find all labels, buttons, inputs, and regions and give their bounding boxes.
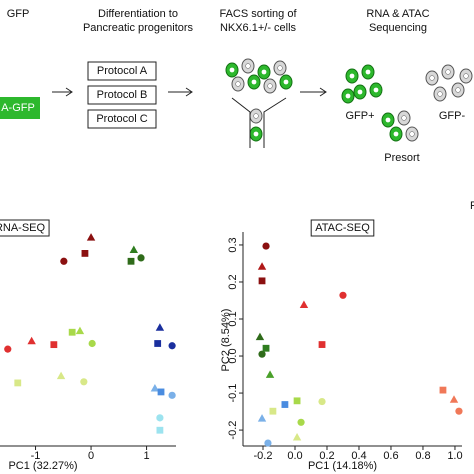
arrow xyxy=(168,87,193,97)
point xyxy=(156,414,164,422)
x-tick-label: 0.8 xyxy=(415,450,430,462)
x-tick-label: 0.4 xyxy=(351,450,366,462)
point xyxy=(81,250,89,257)
label: FACS sorting of xyxy=(219,8,297,20)
x-tick-label: -0.2 xyxy=(254,450,273,462)
point xyxy=(129,245,139,254)
funnel xyxy=(231,97,287,148)
point xyxy=(449,395,459,403)
point xyxy=(339,291,347,299)
label: Protocol B xyxy=(97,89,148,101)
point xyxy=(281,401,289,408)
point xyxy=(27,336,36,345)
y-tick-label: 0.3 xyxy=(227,237,239,252)
protocol-box xyxy=(87,85,157,105)
label: Protocol A xyxy=(97,65,148,77)
y-tick-label: 0.1 xyxy=(227,311,239,326)
y-tick-label: 0.2 xyxy=(227,274,239,289)
plot-title: ATAC-SEQ xyxy=(315,222,370,234)
point xyxy=(257,262,267,270)
protocol-box xyxy=(87,61,157,81)
label: Differentiation to xyxy=(98,8,178,20)
point xyxy=(292,432,302,441)
point xyxy=(297,418,305,426)
label: GFP+ xyxy=(345,110,374,122)
x-axis-label: PC1 (32.27%) xyxy=(8,460,77,472)
point xyxy=(157,388,165,396)
x-tick-label: 0.0 xyxy=(287,450,302,462)
point xyxy=(258,350,266,358)
point xyxy=(127,257,135,265)
protocol-box xyxy=(87,109,157,129)
point xyxy=(80,378,88,386)
y-tick-label: 0.0 xyxy=(227,348,239,363)
point xyxy=(154,340,162,347)
point xyxy=(60,257,68,265)
point xyxy=(257,414,267,422)
point xyxy=(156,426,164,434)
label: Presort xyxy=(384,152,419,164)
point xyxy=(150,384,160,392)
point xyxy=(168,342,176,350)
point xyxy=(4,345,12,353)
point xyxy=(262,344,270,352)
cells xyxy=(341,64,473,142)
point xyxy=(68,328,76,336)
x-tick-label: -1 xyxy=(31,450,41,462)
x-tick-label: 0.2 xyxy=(319,450,334,462)
point xyxy=(262,242,270,250)
label: NKX6.1+/- cells xyxy=(220,22,297,34)
point xyxy=(137,254,145,262)
label: Sequencing xyxy=(369,22,427,34)
legend-title: P xyxy=(470,200,474,212)
label: GFP- xyxy=(439,110,466,122)
point xyxy=(455,407,463,415)
y-axis-label: PC2 (8.54%) xyxy=(220,309,232,372)
label: RNA & ATAC xyxy=(366,8,429,20)
point xyxy=(75,326,85,335)
point xyxy=(14,379,22,387)
point xyxy=(258,277,266,285)
gfp-box xyxy=(0,97,40,119)
point xyxy=(439,386,447,394)
label: GFP xyxy=(7,8,30,20)
label: Protocol C xyxy=(96,113,147,125)
point xyxy=(255,332,265,341)
point xyxy=(299,300,309,308)
point xyxy=(168,391,176,399)
label: Pancreatic progenitors xyxy=(83,22,194,34)
point xyxy=(264,439,272,447)
point xyxy=(265,370,275,378)
point xyxy=(155,323,165,331)
x-tick-label: 1 xyxy=(144,450,150,462)
point xyxy=(293,397,301,405)
x-tick-label: 0.6 xyxy=(383,450,398,462)
point xyxy=(318,397,326,406)
point xyxy=(318,341,326,348)
arrow xyxy=(52,87,73,97)
arrow xyxy=(300,87,327,97)
x-tick-label: 0 xyxy=(88,450,94,462)
y-tick-label: -0.2 xyxy=(227,421,239,440)
point xyxy=(56,371,66,380)
plot-title: RNA-SEQ xyxy=(0,222,45,234)
x-tick-label: 1.0 xyxy=(447,450,462,462)
point xyxy=(269,407,277,415)
point xyxy=(86,233,96,241)
y-tick-label: -0.1 xyxy=(227,384,239,403)
point xyxy=(50,341,58,349)
label: A-GFP xyxy=(1,102,35,114)
x-axis-label: PC1 (14.18%) xyxy=(308,460,377,472)
title-box xyxy=(0,219,50,237)
point xyxy=(88,339,96,348)
title-box xyxy=(310,219,375,237)
